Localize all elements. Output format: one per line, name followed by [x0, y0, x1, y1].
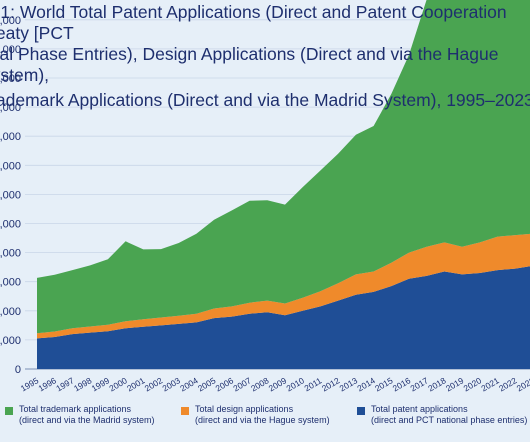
legend-swatch-trademark: [5, 407, 13, 415]
y-tick-label: 0: [15, 364, 21, 376]
y-tick-label: ,000: [0, 160, 21, 172]
y-tick-label: ,000: [0, 131, 21, 143]
chart-title-text: re 1: World Total Patent Applications (D…: [0, 2, 530, 110]
y-tick-label: ,000: [0, 73, 21, 85]
legend: Total trademark applications (direct and…: [0, 404, 530, 442]
y-tick-label: ,000: [0, 44, 21, 56]
x-axis-ticks: 1995199619971998199920002001200220032004…: [19, 375, 530, 393]
chart-title: re 1: World Total Patent Applications (D…: [0, 2, 530, 111]
legend-swatch-design: [181, 407, 189, 415]
legend-label-design: Total design applications (direct and vi…: [195, 404, 330, 425]
y-tick-label: ,000: [0, 306, 21, 318]
design-area: [37, 233, 530, 339]
patent-area: [37, 266, 530, 369]
y-tick-label: ,000: [0, 248, 21, 260]
y-tick-label: ,000: [0, 15, 21, 27]
legend-item-patent: Total patent applications (direct and PC…: [357, 404, 527, 426]
trademark-area: [37, 0, 530, 334]
y-tick-label: ,000: [0, 189, 21, 201]
y-tick-label: ,000: [0, 277, 21, 289]
y-tick-label: ,000: [0, 219, 21, 231]
legend-item-design: Total design applications (direct and vi…: [181, 404, 330, 426]
legend-item-trademark: Total trademark applications (direct and…: [5, 404, 155, 426]
area-series: [37, 0, 530, 369]
x-tick-label: 2023: [515, 375, 530, 393]
y-tick-label: ,000: [0, 102, 21, 114]
legend-label-patent: Total patent applications (direct and PC…: [371, 404, 528, 425]
legend-swatch-patent: [357, 407, 365, 415]
legend-label-trademark: Total trademark applications (direct and…: [19, 404, 155, 425]
y-axis-ticks: ,000 ,000 ,000 ,000 ,000 ,000 ,000 ,000 ,000 ,000…: [0, 15, 21, 376]
y-tick-label: ,000: [0, 335, 21, 347]
